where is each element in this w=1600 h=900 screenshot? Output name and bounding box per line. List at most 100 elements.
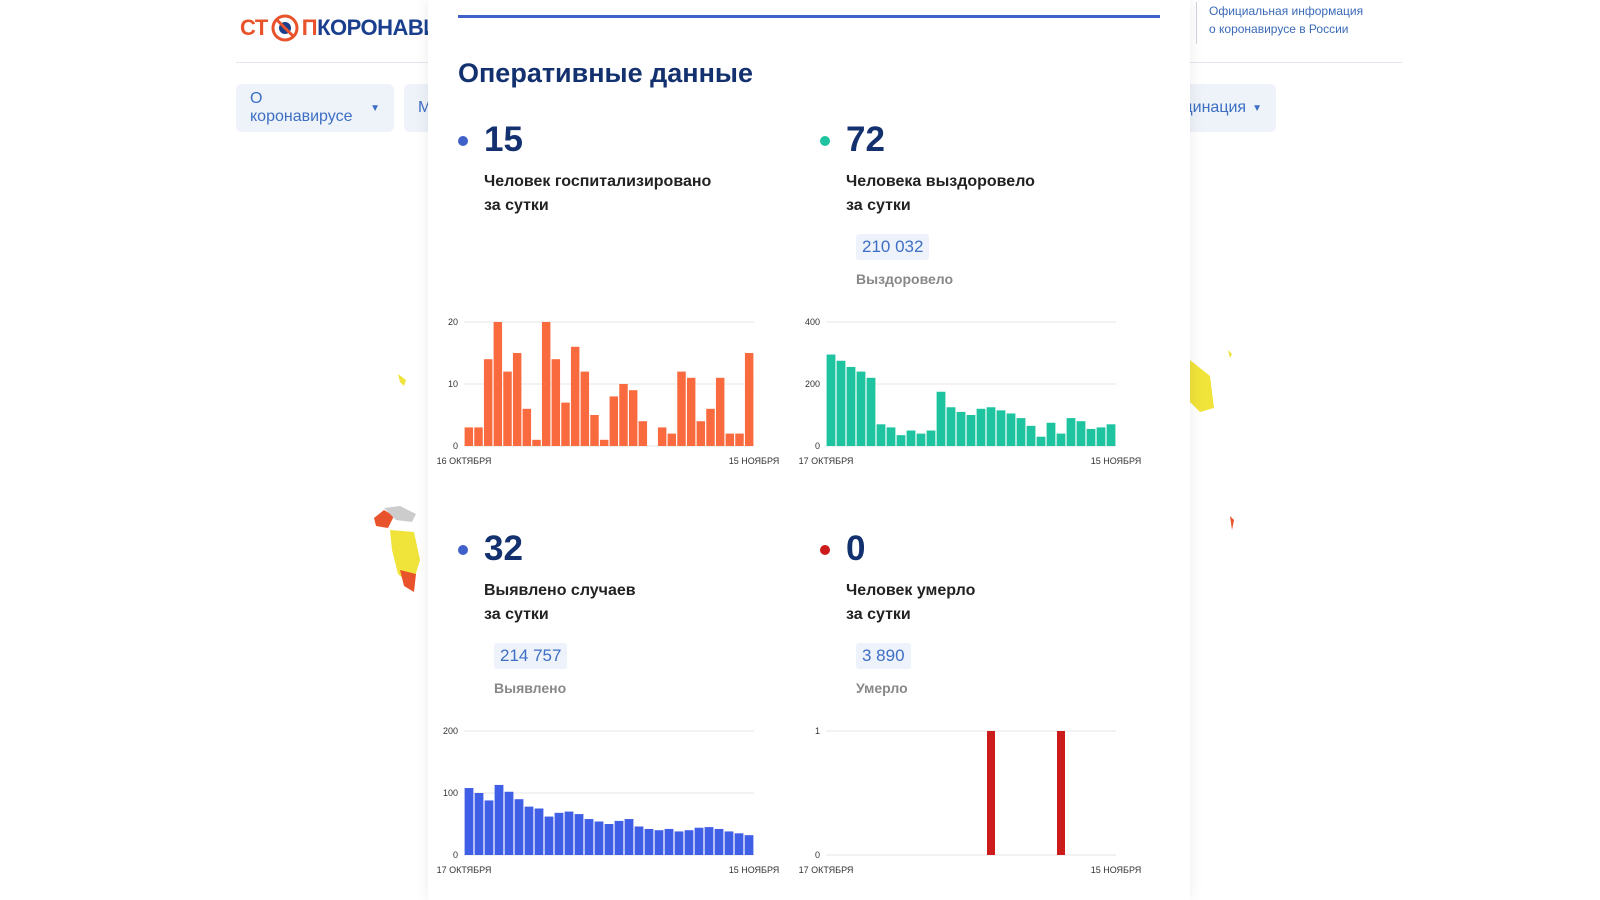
chart-bar xyxy=(644,828,654,855)
chart-bar xyxy=(976,408,986,446)
stat-died-total-label: Умерло xyxy=(856,680,908,696)
chart-bar xyxy=(725,433,735,446)
stat-recovered-total: 210 032 xyxy=(856,234,930,260)
stat-died-desc: Человек умерло за сутки xyxy=(846,579,1106,627)
chart-bar xyxy=(474,427,483,446)
chart-bar xyxy=(667,433,677,446)
x-start-label: 17 ОКТЯБРЯ xyxy=(437,865,492,875)
stat-recovered-value: 72 xyxy=(846,120,885,159)
chart-bar xyxy=(619,384,628,446)
stat-died: 0 Человек умерло за сутки 3 890 Умерло xyxy=(820,527,1180,707)
chart-bar xyxy=(1016,418,1026,446)
y-tick-label: 200 xyxy=(443,726,458,736)
chart-bar xyxy=(1086,428,1096,446)
chart-bar xyxy=(564,811,574,855)
chart-bar xyxy=(734,833,744,855)
chart-bar xyxy=(866,377,876,446)
logo-text-p: П xyxy=(301,15,318,40)
modal-title: Оперативные данные xyxy=(458,58,753,88)
chart-bar xyxy=(836,360,846,446)
chart-bar xyxy=(464,788,474,855)
chart-bar xyxy=(684,830,694,855)
chart-bar xyxy=(846,366,856,446)
official-info-link[interactable]: Официальная информация о коронавирусе в … xyxy=(1196,2,1363,44)
y-tick-label: 0 xyxy=(815,441,820,451)
chart-bar xyxy=(966,415,976,446)
chart-bar xyxy=(686,377,696,446)
stat-hospitalized-value: 15 xyxy=(484,120,523,159)
chart-bar xyxy=(604,824,614,855)
modal-top-line xyxy=(458,15,1160,18)
chart-bar xyxy=(1057,731,1065,855)
chart-bar xyxy=(474,793,484,855)
chart-bar xyxy=(916,433,926,446)
y-tick-label: 10 xyxy=(448,379,458,389)
chart-bar xyxy=(512,353,522,446)
chart-bar xyxy=(541,322,551,446)
chart-bar xyxy=(590,415,599,446)
chart-bar xyxy=(677,371,686,446)
chart-bar xyxy=(634,826,644,855)
site-logo[interactable]: СТ П КОРОНАВИ xyxy=(240,8,439,48)
russia-map-left-fragment xyxy=(374,374,420,592)
chart-bar xyxy=(584,819,594,855)
stat-recovered-desc-line2: за сутки xyxy=(846,197,911,214)
chart-hospitalized: 0 10 20 16 ОКТЯБРЯ 15 НОЯБРЯ xyxy=(437,317,780,466)
y-tick-label: 0 xyxy=(453,850,458,860)
y-tick-label: 20 xyxy=(448,317,458,327)
y-tick-label: 100 xyxy=(443,788,458,798)
chart-bar xyxy=(493,322,503,446)
logo-text-st: СТ xyxy=(240,15,268,40)
chart-bar xyxy=(704,827,714,855)
chart-bar xyxy=(514,799,524,855)
chart-bar xyxy=(714,828,724,855)
chart-bar xyxy=(956,411,966,446)
x-end-label: 15 НОЯБРЯ xyxy=(729,865,780,875)
chart-bar xyxy=(657,427,667,446)
chart-bar xyxy=(826,354,836,446)
stat-recovered-desc-line1: Человека выздоровело xyxy=(846,173,1035,190)
chart-bar xyxy=(886,427,896,446)
x-end-label: 15 НОЯБРЯ xyxy=(1091,456,1142,466)
chart-bar xyxy=(1096,427,1106,446)
y-tick-label: 200 xyxy=(805,379,820,389)
nav-about-covid[interactable]: О коронавирусе ▼ xyxy=(236,84,394,132)
stat-detected-value: 32 xyxy=(484,529,523,568)
chart-bar xyxy=(1056,433,1066,446)
logo-text-koronavi: КОРОНАВИ xyxy=(317,15,439,40)
chart-bar xyxy=(504,791,514,855)
stat-detected-total: 214 757 xyxy=(494,643,568,669)
chart-bar xyxy=(876,424,886,446)
chart-bar xyxy=(522,408,532,446)
stat-detected-desc-line1: Выявлено случаев xyxy=(484,582,636,599)
stat-died-total: 3 890 xyxy=(856,643,911,669)
chart-bar xyxy=(694,827,704,855)
virus-icon xyxy=(271,14,299,42)
chart-bar xyxy=(664,828,674,855)
chart-bar xyxy=(1006,413,1016,446)
nav-about-covid-label: О коронавирусе xyxy=(250,90,353,125)
x-start-label: 17 ОКТЯБРЯ xyxy=(799,456,854,466)
chart-died: 0 1 17 ОКТЯБРЯ 15 НОЯБРЯ xyxy=(799,726,1142,875)
chart-bar xyxy=(554,812,564,855)
chart-bar xyxy=(614,820,624,855)
chart-bar xyxy=(628,390,638,446)
chart-bar xyxy=(561,402,570,446)
chart-bar xyxy=(484,800,494,855)
stat-died-value: 0 xyxy=(846,529,866,568)
chevron-down-icon: ▼ xyxy=(370,102,380,114)
chart-detected: 0 100 200 17 ОКТЯБРЯ 15 НОЯБРЯ xyxy=(437,726,780,875)
stat-recovered-desc: Человека выздоровело за сутки xyxy=(846,170,1106,218)
status-dot xyxy=(458,136,468,146)
x-start-label: 16 ОКТЯБРЯ xyxy=(437,456,492,466)
nav-vaccination-label: цинация xyxy=(1183,99,1247,116)
stat-detected-desc: Выявлено случаев за сутки xyxy=(484,579,744,627)
stat-died-desc-line1: Человек умерло xyxy=(846,582,976,599)
y-tick-label: 1 xyxy=(815,726,820,736)
chart-bar xyxy=(936,391,946,446)
chart-bar xyxy=(534,808,544,855)
stat-detected-desc-line2: за сутки xyxy=(484,606,549,623)
chart-bar xyxy=(926,430,936,446)
official-info-line1: Официальная информация xyxy=(1209,4,1364,18)
chart-bar xyxy=(483,359,493,446)
